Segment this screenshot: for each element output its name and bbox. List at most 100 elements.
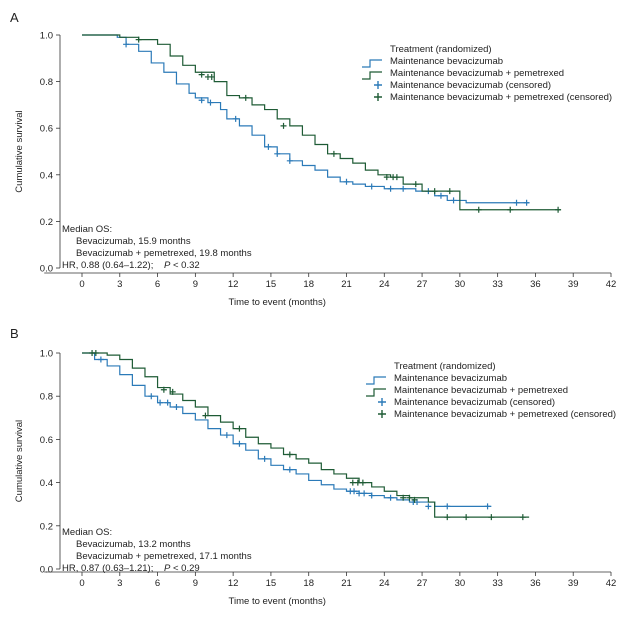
x-tick-label: 36 bbox=[530, 279, 541, 290]
censor-mark-bevacizumab bbox=[198, 97, 205, 104]
censor-mark-bevacizumab bbox=[148, 393, 155, 400]
x-tick-label: 30 bbox=[455, 578, 466, 589]
legend-swatch bbox=[362, 59, 382, 68]
y-tick-label: 1.0 bbox=[40, 31, 53, 42]
y-tick-label: 0.4 bbox=[40, 170, 53, 181]
censor-mark-bevacizumab-pemetrexed bbox=[349, 479, 356, 486]
legend-title: Treatment (randomized) bbox=[394, 361, 496, 372]
censor-mark-bevacizumab bbox=[236, 440, 243, 447]
censor-mark-bevacizumab-pemetrexed bbox=[507, 206, 514, 213]
annotation-heading: Median OS: bbox=[62, 527, 112, 538]
x-tick-label: 39 bbox=[568, 279, 579, 290]
censor-mark-bevacizumab-pemetrexed bbox=[202, 412, 209, 419]
annotation-p-value: P < 0.32 bbox=[164, 260, 200, 271]
censor-mark-bevacizumab bbox=[400, 185, 407, 192]
x-tick-label: 33 bbox=[492, 279, 503, 290]
censor-mark-bevacizumab-pemetrexed bbox=[236, 425, 243, 432]
censor-mark-bevacizumab-pemetrexed bbox=[488, 514, 495, 521]
x-tick-label: 6 bbox=[155, 578, 160, 589]
annotation-hr: HR, 0.88 (0.64–1.22); bbox=[62, 260, 153, 271]
annotation-median-bevacizumab: Bevacizumab, 15.9 months bbox=[76, 236, 191, 247]
y-tick-label: 0.8 bbox=[40, 77, 53, 88]
censor-mark-bevacizumab bbox=[387, 185, 394, 192]
legend-entry: Maintenance bevacizumab bbox=[390, 56, 503, 67]
legend-entry: Maintenance bevacizumab + pemetrexed bbox=[394, 385, 568, 396]
x-tick-label: 0 bbox=[79, 279, 84, 290]
censor-mark-bevacizumab bbox=[223, 432, 230, 439]
y-tick-label: 0.4 bbox=[40, 478, 53, 489]
censor-mark-bevacizumab bbox=[274, 150, 281, 157]
x-tick-label: 18 bbox=[303, 279, 314, 290]
y-tick-label: 0.6 bbox=[40, 124, 53, 135]
legend-swatch bbox=[378, 398, 386, 406]
annotation-median-bevacizumab: Bevacizumab, 13.2 months bbox=[76, 539, 191, 550]
legend-swatch bbox=[374, 81, 382, 89]
x-tick-label: 12 bbox=[228, 279, 239, 290]
censor-mark-bevacizumab-pemetrexed bbox=[519, 514, 526, 521]
censor-mark-bevacizumab bbox=[286, 157, 293, 164]
censor-mark-bevacizumab-pemetrexed bbox=[406, 494, 413, 501]
x-tick-label: 27 bbox=[417, 279, 428, 290]
censor-mark-bevacizumab-pemetrexed bbox=[383, 174, 390, 181]
x-tick-label: 21 bbox=[341, 578, 352, 589]
censor-mark-bevacizumab-pemetrexed bbox=[359, 479, 366, 486]
x-tick-label: 24 bbox=[379, 578, 390, 589]
x-tick-label: 21 bbox=[341, 279, 352, 290]
x-tick-label: 36 bbox=[530, 578, 541, 589]
y-axis-title: Cumulative survival bbox=[14, 110, 25, 192]
annotation-hr: HR, 0.87 (0.63–1.21); bbox=[62, 563, 153, 574]
censor-mark-bevacizumab bbox=[123, 41, 130, 48]
censor-mark-bevacizumab-pemetrexed bbox=[463, 514, 470, 521]
censor-mark-bevacizumab bbox=[450, 197, 457, 204]
censor-mark-bevacizumab bbox=[286, 466, 293, 473]
censor-mark-bevacizumab-pemetrexed bbox=[286, 451, 293, 458]
censor-mark-bevacizumab bbox=[437, 192, 444, 199]
series-line-bevacizumab-pemetrexed bbox=[82, 352, 530, 518]
censor-mark-bevacizumab bbox=[157, 399, 164, 406]
censor-mark-bevacizumab bbox=[164, 399, 171, 406]
x-tick-label: 6 bbox=[155, 279, 160, 290]
censor-mark-bevacizumab bbox=[425, 503, 432, 510]
x-tick-label: 42 bbox=[606, 279, 617, 290]
x-tick-label: 3 bbox=[117, 578, 122, 589]
y-tick-label: 1.0 bbox=[40, 349, 53, 360]
legend-entry: Maintenance bevacizumab (censored) bbox=[390, 80, 551, 91]
annotation-median-bevacizumab-pemetrexed: Bevacizumab + pemetrexed, 17.1 months bbox=[76, 551, 252, 562]
x-tick-label: 30 bbox=[455, 279, 466, 290]
censor-mark-bevacizumab-pemetrexed bbox=[393, 174, 400, 181]
censor-mark-bevacizumab bbox=[513, 199, 520, 206]
censor-mark-bevacizumab bbox=[351, 488, 358, 495]
censor-mark-bevacizumab-pemetrexed bbox=[411, 496, 418, 503]
censor-mark-bevacizumab-pemetrexed bbox=[135, 36, 142, 43]
legend-swatch bbox=[362, 71, 382, 80]
x-tick-label: 33 bbox=[492, 578, 503, 589]
legend-entry: Maintenance bevacizumab bbox=[394, 373, 507, 384]
x-tick-label: 24 bbox=[379, 279, 390, 290]
censor-mark-bevacizumab-pemetrexed bbox=[555, 206, 562, 213]
series-line-bevacizumab bbox=[82, 352, 492, 507]
censor-mark-bevacizumab-pemetrexed bbox=[431, 188, 438, 195]
censor-mark-bevacizumab-pemetrexed bbox=[400, 494, 407, 501]
censor-mark-bevacizumab-pemetrexed bbox=[412, 181, 419, 188]
panel-label: A bbox=[10, 10, 19, 25]
censor-mark-bevacizumab bbox=[207, 99, 214, 106]
legend-title: Treatment (randomized) bbox=[390, 44, 492, 55]
censor-mark-bevacizumab-pemetrexed bbox=[198, 71, 205, 78]
censor-mark-bevacizumab-pemetrexed bbox=[444, 514, 451, 521]
legend-entry: Maintenance bevacizumab + pemetrexed (ce… bbox=[394, 409, 616, 420]
censor-mark-bevacizumab-pemetrexed bbox=[354, 479, 361, 486]
censor-mark-bevacizumab-pemetrexed bbox=[169, 388, 176, 395]
x-tick-label: 18 bbox=[303, 578, 314, 589]
censor-mark-bevacizumab bbox=[97, 356, 104, 363]
y-tick-label: 0.8 bbox=[40, 392, 53, 403]
x-tick-label: 27 bbox=[417, 578, 428, 589]
y-tick-label: 0.2 bbox=[40, 217, 53, 228]
y-tick-label: 0.0 bbox=[40, 264, 53, 275]
legend-swatch bbox=[366, 376, 386, 385]
x-tick-label: 3 bbox=[117, 279, 122, 290]
censor-mark-bevacizumab bbox=[523, 199, 530, 206]
censor-mark-bevacizumab bbox=[361, 490, 368, 497]
panel-label: B bbox=[10, 326, 19, 341]
x-tick-label: 9 bbox=[193, 279, 198, 290]
annotation-p-value: P < 0.29 bbox=[164, 563, 200, 574]
